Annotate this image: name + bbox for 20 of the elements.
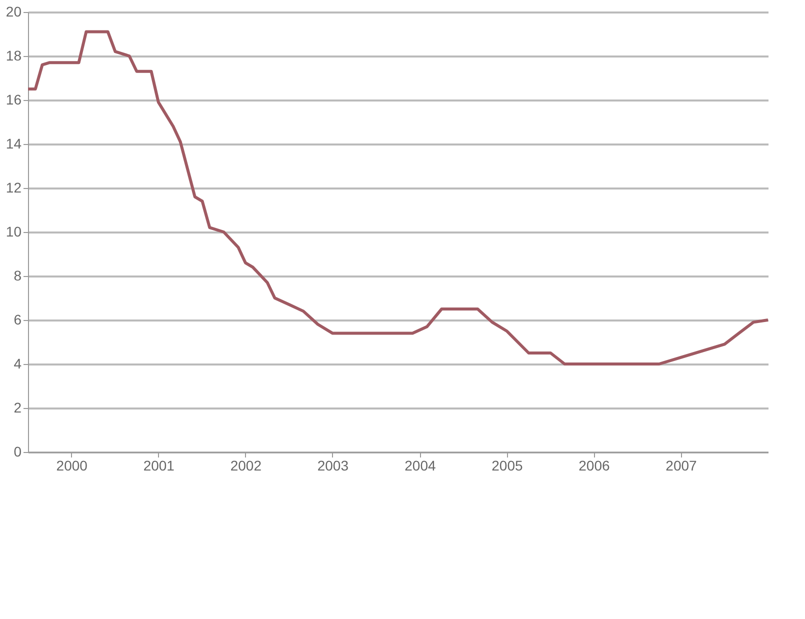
- y-tick-label: 14: [6, 136, 22, 152]
- x-tick-label: 2002: [230, 458, 262, 474]
- x-tick-label: 2001: [143, 458, 175, 474]
- x-tick-label: 2004: [404, 458, 436, 474]
- y-tick-label: 6: [14, 312, 22, 328]
- y-tick-label: 20: [6, 4, 22, 20]
- y-tick-label: 2: [14, 400, 22, 416]
- line-series: [26, 30, 770, 366]
- y-tick-label: 0: [14, 444, 22, 460]
- x-tick-label: 2007: [666, 458, 698, 474]
- y-tick-label: 16: [6, 92, 22, 108]
- y-tick-label: 10: [6, 224, 22, 240]
- y-tick-label: 4: [14, 356, 22, 372]
- x-tick-label: 2005: [492, 458, 523, 474]
- x-tick-label: 2006: [578, 458, 610, 474]
- y-tick-label: 8: [14, 268, 22, 284]
- y-tick-label: 12: [6, 180, 22, 196]
- x-tick-label: 2000: [56, 458, 88, 474]
- y-tick-label: 18: [6, 48, 22, 64]
- x-tick-label: 2003: [317, 458, 349, 474]
